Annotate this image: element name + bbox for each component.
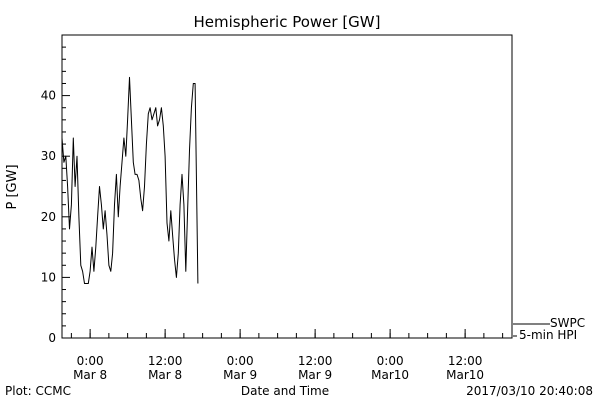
x-tick-date-label: Mar 8 <box>148 368 182 382</box>
x-tick-time-label: 0:00 <box>227 354 254 368</box>
series-layer <box>61 76 199 284</box>
legend-swpc-label: SWPC <box>550 316 585 330</box>
y-axis: 0 10 20 30 40 <box>41 34 70 345</box>
x-tick-time-label: 12:00 <box>148 354 183 368</box>
y-tick-label: 0 <box>48 331 56 345</box>
x-tick-date-label: Mar 8 <box>73 368 107 382</box>
y-axis-label: P [GW] <box>5 164 20 209</box>
x-tick-date-label: Mar 9 <box>223 368 257 382</box>
x-tick-date-label: Mar10 <box>371 368 409 382</box>
chart-title: Hemispheric Power [GW] <box>194 13 381 31</box>
y-tick-label: 10 <box>41 270 56 284</box>
x-tick-time-label: 12:00 <box>448 354 483 368</box>
plot-credit: Plot: CCMC <box>5 384 71 398</box>
x-tick-date-label: Mar10 <box>446 368 484 382</box>
y-tick-label: 30 <box>41 149 56 163</box>
x-tick-time-label: 0:00 <box>377 354 404 368</box>
plot-frame <box>61 34 513 339</box>
legend-hpi-label: 5-min HPI <box>519 328 577 342</box>
y-tick-label: 20 <box>41 210 56 224</box>
x-tick-date-label: Mar 9 <box>298 368 332 382</box>
x-tick-time-label: 12:00 <box>298 354 333 368</box>
y-tick-label: 40 <box>41 89 56 103</box>
plot-timestamp: 2017/03/10 20:40:08 <box>466 384 593 398</box>
x-axis-label: Date and Time <box>241 384 329 398</box>
series-line-5min-hpi <box>61 76 199 284</box>
x-tick-time-label: 0:00 <box>77 354 104 368</box>
